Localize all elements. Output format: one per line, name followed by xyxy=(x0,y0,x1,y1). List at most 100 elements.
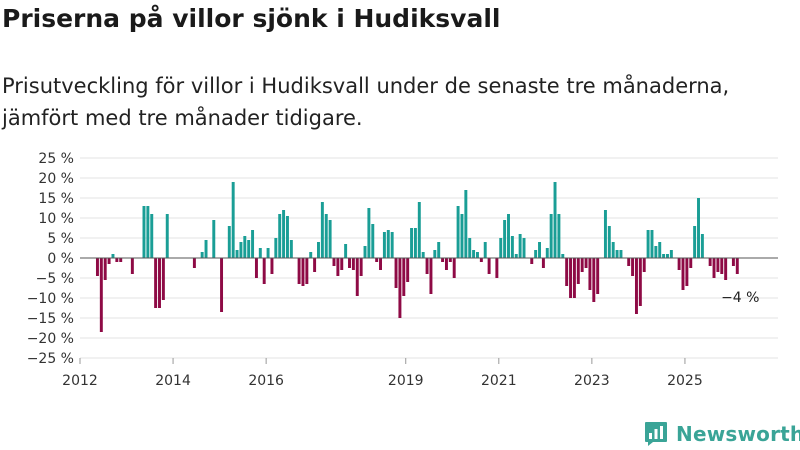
bar-negative xyxy=(313,258,317,272)
chart-subtitle: Prisutveckling för villor i Hudiksvall u… xyxy=(2,74,730,130)
bar-positive xyxy=(266,248,270,258)
x-axis: 2012 2014 2016 2019 2021 2023 2025 xyxy=(62,358,703,389)
bar-negative xyxy=(103,258,107,280)
last-value-annotation: −4 % xyxy=(721,290,759,306)
bar-positive xyxy=(417,202,421,258)
bar-positive xyxy=(553,182,557,258)
bar-positive xyxy=(464,190,468,258)
bar-negative xyxy=(192,258,196,268)
bar-positive xyxy=(111,254,115,258)
bar-negative xyxy=(359,258,363,276)
bar-negative xyxy=(681,258,685,290)
bar-positive xyxy=(522,238,526,258)
bar-negative xyxy=(351,258,355,270)
bar-negative xyxy=(254,258,258,278)
bar-positive xyxy=(386,230,390,258)
bar-positive xyxy=(317,242,320,258)
y-tick-label: −5 % xyxy=(36,271,74,287)
bar-positive xyxy=(669,250,673,258)
bar-positive xyxy=(382,232,386,258)
bar-positive xyxy=(510,236,514,258)
bar-negative xyxy=(270,258,274,274)
bar-positive xyxy=(251,230,255,258)
bar-positive xyxy=(437,242,441,258)
bar-positive xyxy=(499,238,503,258)
y-tick-label: −25 % xyxy=(27,351,74,367)
bar-negative xyxy=(441,258,445,262)
bar-positive xyxy=(289,240,293,258)
y-tick-label: −10 % xyxy=(27,291,74,307)
bar-negative xyxy=(425,258,429,274)
bar-positive xyxy=(165,214,169,258)
x-tick-label: 2025 xyxy=(667,373,703,389)
bar-positive xyxy=(538,242,541,258)
bar-negative xyxy=(495,258,499,278)
bar-positive xyxy=(227,226,231,258)
bar-positive xyxy=(483,242,487,258)
bar-positive xyxy=(611,242,615,258)
bar-positive xyxy=(534,250,538,258)
bar-negative xyxy=(677,258,681,270)
bar-negative xyxy=(565,258,569,286)
bar-positive xyxy=(557,214,561,258)
bar-positive xyxy=(433,250,437,258)
bar-positive xyxy=(654,246,658,258)
bar-negative xyxy=(379,258,382,270)
bar-positive xyxy=(693,226,697,258)
y-tick-label: 0 % xyxy=(47,251,74,267)
bar-negative xyxy=(685,258,689,286)
bar-negative xyxy=(572,258,576,298)
bar-negative xyxy=(406,258,410,282)
bar-negative xyxy=(402,258,406,296)
bar-negative xyxy=(429,258,433,294)
bar-positive xyxy=(328,220,332,258)
bar-negative xyxy=(479,258,483,262)
bar-positive xyxy=(390,232,394,258)
bar-negative xyxy=(642,258,646,272)
bar-positive xyxy=(662,254,666,258)
bar-negative xyxy=(487,258,491,274)
bar-positive xyxy=(658,242,662,258)
bar-negative xyxy=(444,258,448,270)
bar-positive xyxy=(666,254,669,258)
bar-negative xyxy=(724,258,728,280)
bars xyxy=(95,182,739,332)
bar-negative xyxy=(584,258,588,268)
bar-positive xyxy=(410,228,414,258)
bar-negative xyxy=(95,258,99,276)
y-tick-label: −15 % xyxy=(27,311,74,327)
bar-negative xyxy=(716,258,720,272)
bar-negative xyxy=(712,258,716,278)
bar-negative xyxy=(99,258,103,332)
newsworthy-logo: Newsworthy xyxy=(644,420,800,448)
bar-positive xyxy=(142,206,146,258)
bar-negative xyxy=(158,258,161,308)
bar-positive xyxy=(274,238,278,258)
bar-positive xyxy=(278,214,282,258)
bar-positive xyxy=(646,230,650,258)
bar-negative xyxy=(569,258,573,298)
bar-positive xyxy=(204,240,208,258)
bar-positive xyxy=(243,236,247,258)
bar-negative xyxy=(332,258,336,266)
bar-positive xyxy=(615,250,619,258)
bar-positive xyxy=(324,214,328,258)
newsworthy-logo-icon xyxy=(645,422,667,446)
bar-positive xyxy=(456,206,460,258)
bar-negative xyxy=(735,258,739,274)
bar-negative xyxy=(448,258,452,262)
x-tick-label: 2016 xyxy=(248,373,284,389)
bar-positive xyxy=(472,250,476,258)
bar-positive xyxy=(413,228,417,258)
bar-positive xyxy=(421,252,425,258)
bar-negative xyxy=(154,258,158,308)
bar-negative xyxy=(220,258,224,312)
bar-negative xyxy=(689,258,693,268)
bar-negative xyxy=(596,258,600,294)
bar-negative xyxy=(375,258,379,262)
bar-negative xyxy=(576,258,580,284)
brand-name: Newsworthy xyxy=(676,422,800,446)
bar-negative xyxy=(355,258,359,296)
bar-positive xyxy=(545,248,549,258)
